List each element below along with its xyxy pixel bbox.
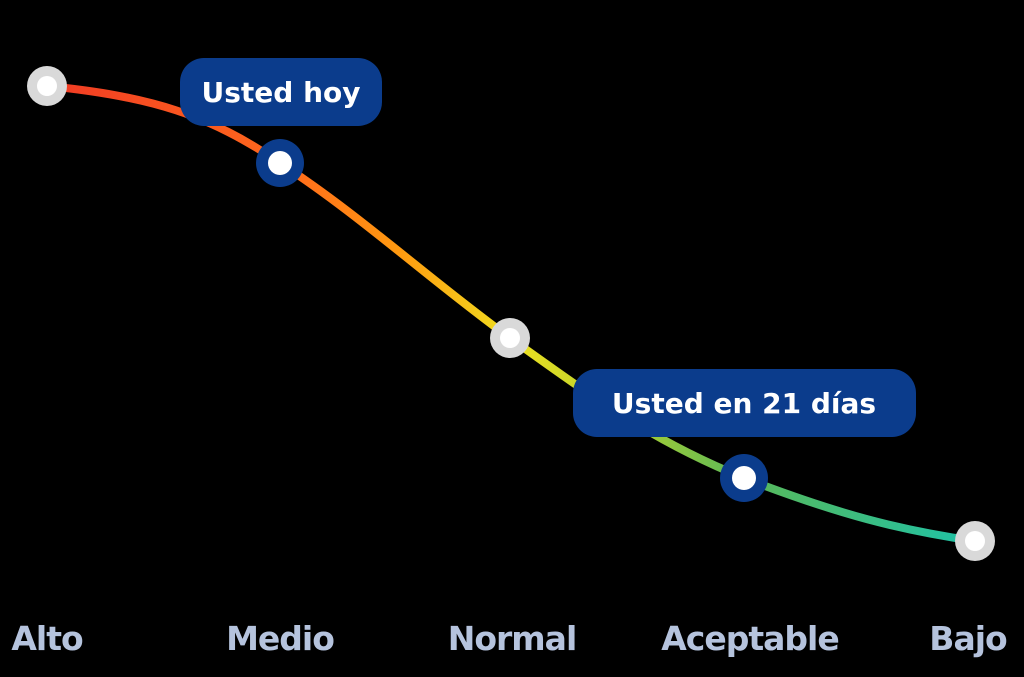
marker-normal — [490, 318, 530, 358]
level-label-bajo: Bajo — [929, 619, 1007, 658]
callout-future: Usted en 21 días — [573, 369, 916, 437]
marker-bajo — [955, 521, 995, 561]
marker-today — [256, 139, 304, 187]
marker-alto — [27, 66, 67, 106]
level-label-alto: Alto — [11, 619, 83, 658]
callout-future-text: Usted en 21 días — [612, 387, 876, 420]
callout-today: Usted hoy — [180, 58, 382, 126]
marker-future — [720, 454, 768, 502]
level-label-normal: Normal — [448, 619, 577, 658]
level-label-aceptable: Aceptable — [661, 619, 838, 658]
level-curve — [43, 82, 979, 545]
level-label-medio: Medio — [226, 619, 334, 658]
callout-today-text: Usted hoy — [202, 76, 361, 109]
